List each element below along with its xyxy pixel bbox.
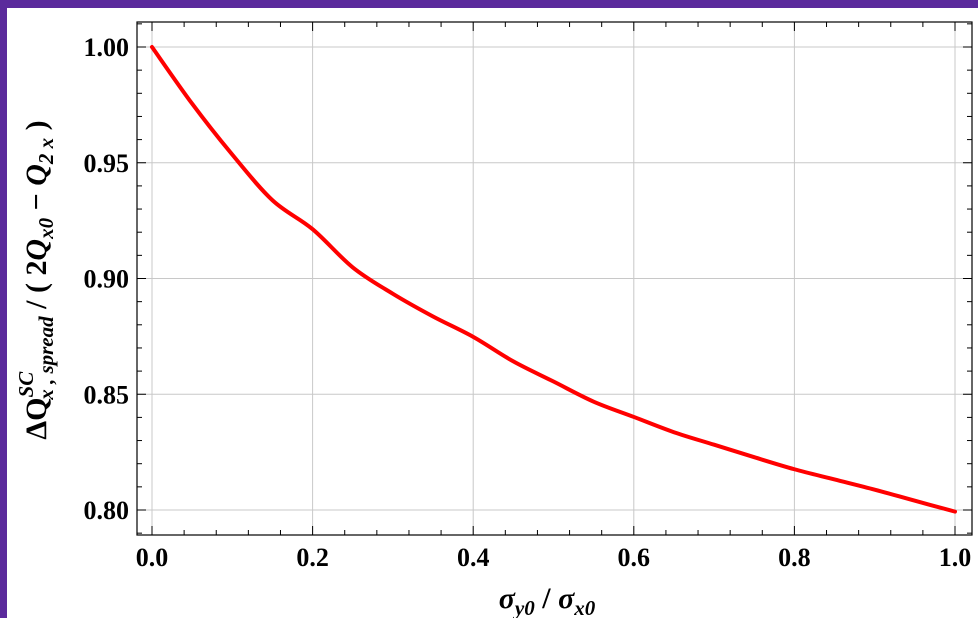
x-tick-label: 0.0 (136, 543, 169, 572)
y-axis-label: ΔQSCx , spread / ( 2Qx0 − Q2 x ) (14, 120, 58, 439)
axis-label-part: ) (20, 120, 53, 138)
x-tick-label: 0.4 (457, 543, 490, 572)
y-tick-label: 0.95 (84, 149, 130, 178)
series-layer (150, 45, 957, 514)
axis-label-part: SC (14, 371, 38, 398)
x-tick-label: 0.8 (778, 543, 811, 572)
series-line (150, 45, 957, 514)
grid-lines (137, 22, 972, 535)
axis-label-part: x , spread (34, 316, 58, 401)
axis-label-part: σ (558, 582, 575, 615)
y-tick-labels: 0.80 0.85 0.90 0.95 1.00 (84, 33, 130, 525)
x-tick-label: 0.2 (296, 543, 329, 572)
axis-label-part: / (535, 582, 558, 615)
frame-border-left (0, 0, 7, 618)
axis-label-part: Q (20, 239, 53, 261)
y-tick-label: 0.90 (84, 265, 130, 294)
axis-label-part: y0 (512, 596, 535, 618)
y-tick-label: 0.80 (84, 496, 130, 525)
axis-label-part: / ( 2 (20, 261, 53, 317)
axis-label-part: x0 (573, 596, 596, 618)
axis-label-part: 2 x (34, 138, 58, 165)
x-axis-label: σy0 / σx0 (499, 582, 596, 618)
axis-label-part: − (20, 186, 53, 218)
tick-marks (137, 22, 972, 535)
y-tick-label: 0.85 (84, 380, 130, 409)
y-tick-label: 1.00 (84, 33, 130, 62)
axis-label-part: x0 (34, 217, 58, 240)
x-tick-labels: 0.0 0.2 0.4 0.6 0.8 1.0 (136, 543, 972, 572)
x-tick-label: 1.0 (939, 543, 972, 572)
axis-label-part: ΔQ (20, 397, 53, 439)
x-tick-label: 0.6 (618, 543, 651, 572)
axis-label-part: σ (499, 582, 516, 615)
frame-border-top (0, 0, 978, 8)
axis-label-part: Q (20, 164, 53, 186)
